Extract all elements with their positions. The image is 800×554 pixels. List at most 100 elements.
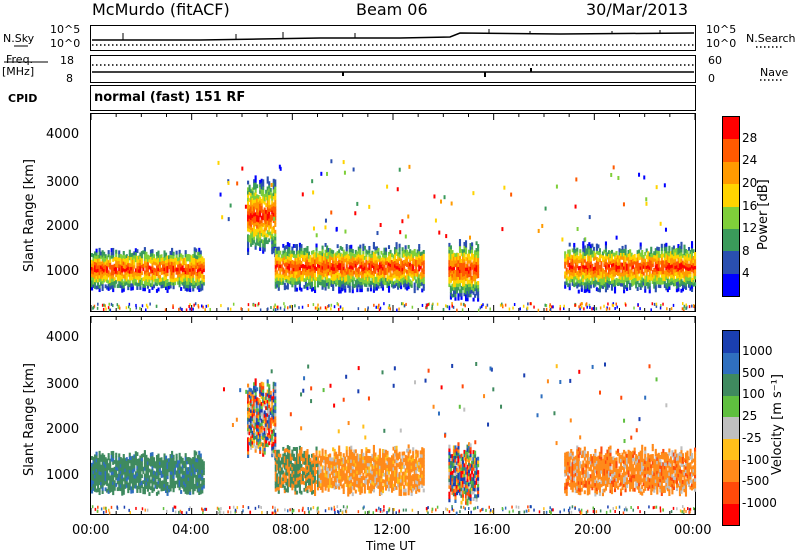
heatmap-cell [168,488,171,493]
heatmap-cell [301,477,305,482]
heatmap-cell [384,267,388,272]
heatmap-cell [140,257,143,262]
heatmap-cell [448,273,451,277]
heatmap-cell [195,278,198,283]
heatmap-cell [160,474,163,478]
heatmap-cell [471,245,474,250]
heatmap-cell [145,303,148,307]
heatmap-cell [477,297,480,302]
heatmap-cell [125,484,128,488]
heatmap-cell [100,454,103,459]
heatmap-cell [630,279,633,284]
heatmap-cell [282,453,285,458]
heatmap-cell [269,434,272,439]
heatmap-cell [297,476,300,481]
heatmap-cell [266,379,269,384]
heatmap-cell [146,484,149,489]
heatmap-cell [379,306,382,310]
heatmap-cell [254,219,257,223]
heatmap-cell [166,285,169,290]
heatmap-cell [683,261,686,266]
heatmap-cell [161,270,165,275]
heatmap-cell [265,412,268,417]
heatmap-cell [321,285,324,290]
heatmap-cell [409,259,412,264]
heatmap-cell [199,284,202,288]
heatmap-cell [378,272,382,277]
heatmap-cell [125,257,128,262]
heatmap-cell [578,305,580,309]
heatmap-cell [263,234,266,239]
heatmap-cell [187,487,190,492]
heatmap-cell [121,481,124,486]
heatmap-cell [607,263,611,268]
heatmap-cell [648,255,651,260]
heatmap-cell [274,199,277,204]
heatmap-cell [368,269,371,274]
heatmap-cell [303,454,306,459]
heatmap-cell [579,272,582,277]
heatmap-cell [131,472,134,477]
heatmap-cell [407,255,410,259]
heatmap-cell [259,389,262,394]
heatmap-cell [400,258,403,263]
heatmap-cell [670,307,673,311]
heatmap-cell [257,218,260,223]
heatmap-cell [609,271,612,275]
heatmap-cell [657,253,660,258]
heatmap-cell [160,281,163,285]
heatmap-cell [318,250,321,255]
heatmap-cell [134,281,137,286]
heatmap-cell [464,250,468,255]
heatmap-cell [254,195,257,200]
heatmap-cell [388,304,391,308]
heatmap-cell [253,409,256,413]
heatmap-cell [461,286,465,291]
heatmap-cell [339,252,342,257]
heatmap-cell [466,273,469,278]
heatmap-cell [102,307,105,311]
heatmap-cell [621,252,624,257]
heatmap-cell [253,442,256,447]
heatmap-cell [271,413,274,417]
heatmap-cell [443,195,446,200]
heatmap-cell [91,283,94,288]
heatmap-cell [421,288,424,293]
heatmap-cell [142,466,145,471]
heatmap-cell [98,477,101,482]
heatmap-cell [152,260,156,265]
heatmap-cell [647,268,650,272]
heatmap-cell [171,484,174,489]
heatmap-cell [301,250,305,255]
heatmap-cell [623,262,626,267]
power-ytick-4000: 4000 [46,127,80,142]
heatmap-cell [461,272,465,277]
heatmap-cell [177,264,180,268]
heatmap-cell [313,472,317,476]
heatmap-cell [199,477,202,481]
heatmap-cell [119,480,122,485]
heatmap-cell [422,263,425,268]
heatmap-cell [108,302,110,306]
heatmap-cell [286,282,289,287]
heatmap-cell [109,275,112,280]
heatmap-cell [582,247,585,252]
heatmap-cell [199,470,202,475]
heatmap-cell [683,278,686,283]
heatmap-cell [330,252,333,257]
heatmap-cell [307,481,311,486]
heatmap-cell [297,453,300,458]
heatmap-cell [195,451,198,456]
heatmap-cell [378,265,382,270]
heatmap-cell [412,273,415,278]
heatmap-cell [686,260,689,264]
heatmap-cell [275,305,278,309]
heatmap-cell [336,277,339,282]
heatmap-cell [362,247,365,251]
heatmap-cell [306,459,309,463]
heatmap-cell [196,262,199,267]
heatmap-cell [630,276,633,281]
heatmap-cell [638,263,641,267]
heatmap-cell [301,254,305,258]
heatmap-cell [128,452,131,457]
